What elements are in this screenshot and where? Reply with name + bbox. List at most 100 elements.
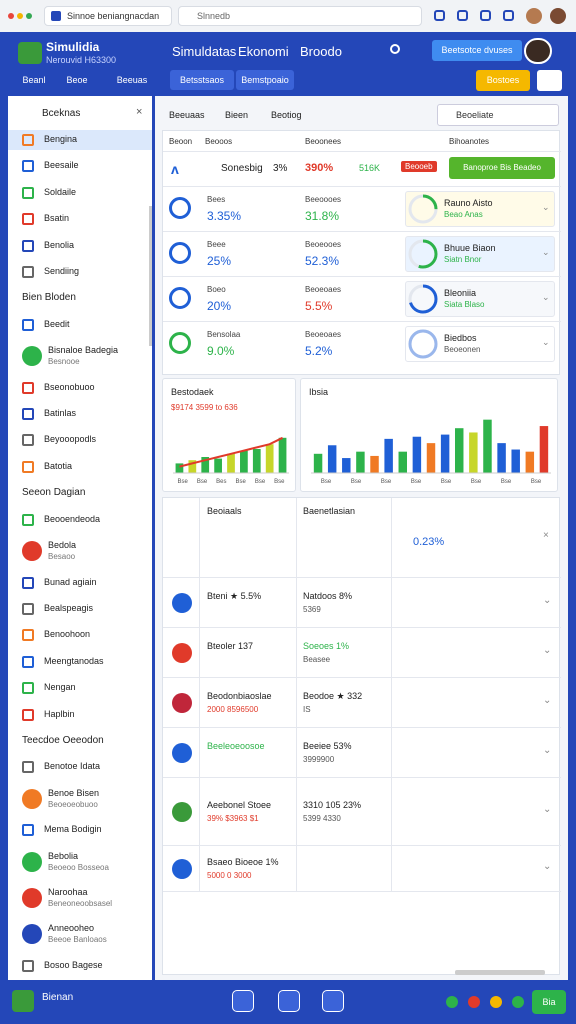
table-row[interactable]: Aeebonel Stoee 39% $3963 $1 3310 105 23% 53…	[163, 778, 561, 846]
filter[interactable]: Bieen	[225, 110, 249, 120]
footer-button[interactable]: Bia	[532, 990, 566, 1014]
sidebar-item[interactable]: Bsatin	[8, 209, 152, 229]
sidebar-item[interactable]: Benoohoon	[8, 625, 152, 645]
status-icon[interactable]	[512, 996, 524, 1008]
footer-brand: Bienan	[42, 992, 74, 1003]
app-title: Simulidia	[46, 40, 100, 54]
label: Beoeooes	[305, 240, 342, 249]
value: 31.8%	[305, 209, 340, 223]
filter[interactable]: Beotiog	[271, 110, 302, 120]
sidebar-item[interactable]: Naroohaa Beneoneoobsasel	[8, 883, 152, 913]
tab[interactable]: Betsstsaos	[170, 70, 234, 90]
sidebar-item[interactable]: Anneooheo Beeoe Banloaos	[8, 919, 152, 949]
table-row[interactable]: Beoiaals Baenetlasian 0.23% ×	[163, 498, 561, 578]
item-icon	[22, 682, 34, 695]
search-icon[interactable]	[390, 44, 400, 54]
nav-link[interactable]: Simuldatas	[172, 44, 237, 59]
nav-link[interactable]: Broodo	[300, 44, 342, 59]
tab[interactable]: Bemstpoaio	[236, 70, 294, 90]
sidebar-item[interactable]: Bseonobuoo	[8, 378, 152, 398]
status-card[interactable]: Bhuue Biaon Siatn Bnor ⌄	[405, 236, 555, 272]
sidebar-item[interactable]: Bebolia Beoeoo Bosseoa	[8, 847, 152, 877]
table-row[interactable]: Beeleoeoosoe Beeiee 53% 3999900 ⌄	[163, 728, 561, 778]
table-row[interactable]: Bteoler 137 Soeoes 1% Beasee ⌄	[163, 628, 561, 678]
bar	[313, 453, 323, 473]
status-card[interactable]: Rauno Aisto Beao Anas ⌄	[405, 191, 555, 227]
profile-icon[interactable]	[550, 8, 566, 24]
sidebar-item[interactable]: Sendiing	[8, 262, 152, 282]
x-tick-label: Bse	[255, 479, 266, 485]
row-icon	[172, 859, 192, 879]
name: Sonesbig	[221, 163, 263, 174]
sidebar-item[interactable]: Bunad agiain	[8, 573, 152, 593]
item-icon	[22, 134, 34, 146]
footer-icon[interactable]	[232, 990, 254, 1012]
status-icon[interactable]	[446, 996, 458, 1008]
toolbar-icon[interactable]	[503, 10, 514, 21]
table-row[interactable]: Beodonbiaoslae 2000 8596500 Beodoe ★ 332 IS…	[163, 678, 561, 728]
filter[interactable]: Beeuaas	[169, 110, 205, 120]
sidebar-item[interactable]: Batotia	[8, 457, 152, 477]
tab[interactable]: Beanl	[22, 75, 46, 85]
sidebar-item[interactable]: Soldaile	[8, 183, 152, 203]
x-tick-label: Bes	[216, 479, 226, 485]
sidebar-item[interactable]: Benolia	[8, 236, 152, 256]
bar	[227, 453, 235, 473]
nav-link[interactable]: Ekonomi	[238, 44, 289, 59]
chevron: ×	[543, 530, 549, 541]
sidebar-item[interactable]: Bedola Besaoo	[8, 536, 152, 566]
cell: 0.23%	[413, 536, 445, 548]
sidebar-item[interactable]: Mema Bodigin	[8, 820, 152, 840]
search-box[interactable]: Beoeliate	[437, 104, 559, 126]
action-button[interactable]: Bostoes	[476, 70, 530, 91]
item-sublabel: Beoeoo Bosseoa	[48, 862, 109, 872]
sidebar-item[interactable]: Haplbin	[8, 705, 152, 725]
table-row[interactable]: Bsaeo Bioeoe 1% 5000 0 3000 ⌄	[163, 846, 561, 892]
tab[interactable]: Beoe	[66, 75, 88, 85]
bar	[384, 438, 393, 473]
toolbar-icon[interactable]	[457, 10, 468, 21]
status-card[interactable]: Biedbos Beoeonen ⌄	[405, 326, 555, 362]
browser-tab[interactable]: Sinnoe beniangnacdan	[44, 6, 172, 26]
sidebar-item[interactable]: Batinlas	[8, 404, 152, 424]
sidebar-item[interactable]: Beedit	[8, 315, 152, 335]
footer-logo	[12, 990, 34, 1012]
sidebar-item[interactable]: Beesaile	[8, 156, 152, 176]
sidebar-item[interactable]: Bisnaloe Badegia Besnooe	[8, 341, 152, 371]
sidebar-item[interactable]: Bien Bloden	[8, 288, 152, 308]
sidebar-item[interactable]: Meengtanodas	[8, 652, 152, 672]
table-row[interactable]: Bteni ★ 5.5% Natdoos 8% 5369 ⌄	[163, 578, 561, 628]
sidebar-item[interactable]: Bengina	[8, 130, 152, 150]
toolbar-icon[interactable]	[434, 10, 445, 21]
sidebar-item[interactable]: Benotoe Idata	[8, 757, 152, 777]
sidebar-item[interactable]: Beooendeoda	[8, 510, 152, 530]
sidebar-item[interactable]: Seeon Dagian	[8, 483, 152, 503]
sidebar-item[interactable]: Teecdoe Oeeodon	[8, 731, 152, 751]
status-card[interactable]: Bleoniia Siata Blaso ⌄	[405, 281, 555, 317]
close-button[interactable]	[537, 70, 562, 91]
address-bar[interactable]: Slnnedb	[178, 6, 422, 26]
item-sublabel: Beeoe Banloaos	[48, 935, 107, 945]
profile-icon[interactable]	[526, 8, 542, 24]
col-divider	[391, 846, 392, 891]
toolbar-icon[interactable]	[480, 10, 491, 21]
cta-button[interactable]: Beetsotce dvuses	[432, 40, 522, 61]
chart: Bse Bse Bse Bse Bse Bse Bse Bse	[311, 419, 551, 485]
sidebar-item[interactable]: Beyooopodls	[8, 430, 152, 450]
sidebar-item[interactable]: Bealspeagis	[8, 599, 152, 619]
sidebar-item[interactable]: Nengan	[8, 678, 152, 698]
x-tick-label: Bse	[501, 479, 512, 485]
value: 516K	[359, 163, 381, 173]
action-button[interactable]: Banoproe Bis Beadeo	[449, 157, 555, 179]
footer-icon[interactable]	[278, 990, 300, 1012]
tab[interactable]: Beeuas	[116, 75, 148, 85]
sidebar-list: Bengina Beesaile Soldaile Bsatin Benolia Send…	[8, 130, 152, 976]
item-icon	[22, 887, 42, 908]
status-icon[interactable]	[468, 996, 480, 1008]
footer-icon[interactable]	[322, 990, 344, 1012]
sidebar-item[interactable]: Bosoo Bagese	[8, 956, 152, 976]
status-icon[interactable]	[490, 996, 502, 1008]
section-header: Bien Bloden	[22, 292, 76, 304]
sidebar-item[interactable]: Benoe Bisen Beoeoeobuoo	[8, 784, 152, 814]
item-icon	[22, 655, 34, 668]
